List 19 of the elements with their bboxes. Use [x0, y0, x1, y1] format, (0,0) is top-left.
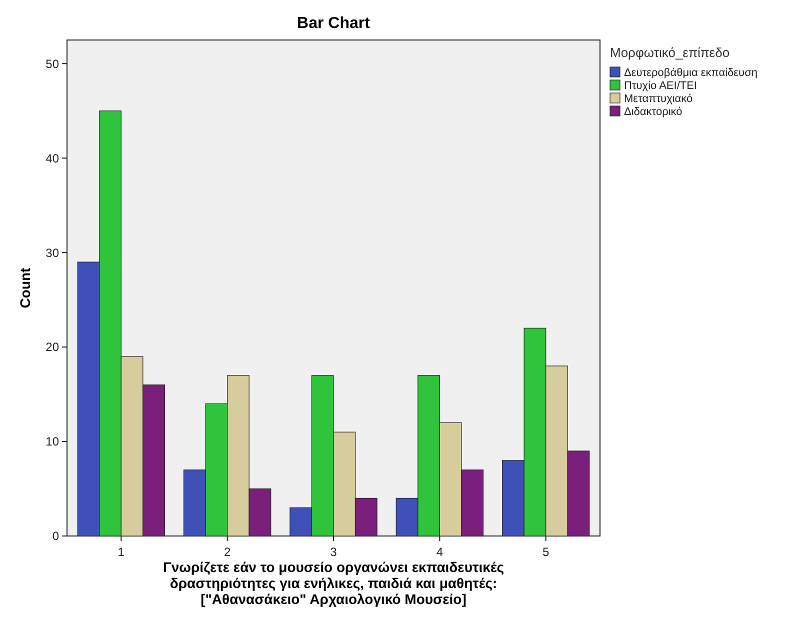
- legend-label: Μεταπτυχιακό: [624, 93, 693, 105]
- y-axis-title: Count: [17, 267, 33, 308]
- y-tick-label: 0: [52, 529, 60, 544]
- x-tick-label: 1: [118, 545, 125, 559]
- x-axis-title: Γνωρίζετε εάν το μουσείο οργανώνει εκπαιδευτικές δραστηριότητες για ενήλικες, παιδιά και μαθητές: ["Αθανασάκειο" Αρχαιολογικό Μουσείο]: [162, 559, 504, 607]
- chart-title: Bar Chart: [297, 15, 371, 32]
- y-tick-label: 40: [46, 151, 60, 166]
- x-tick-label: 3: [330, 545, 338, 559]
- x-tick-label: 2: [224, 545, 231, 559]
- legend-label: Διδακτορικό: [624, 106, 682, 118]
- y-tick-label: 10: [46, 434, 60, 449]
- x-tick-label: 5: [542, 545, 550, 559]
- legend-label: Δευτεροβάθμια εκπαίδευση: [624, 67, 758, 79]
- legend-title: Μορφωτικό_επίπεδο: [610, 45, 730, 60]
- y-tick-label: 30: [46, 246, 60, 260]
- y-tick-label: 50: [46, 56, 60, 71]
- y-tick-label: 20: [46, 340, 60, 354]
- legend-label: Πτυχίο ΑΕΙ/ΤΕΙ: [624, 80, 697, 92]
- x-tick-label: 4: [436, 545, 444, 559]
